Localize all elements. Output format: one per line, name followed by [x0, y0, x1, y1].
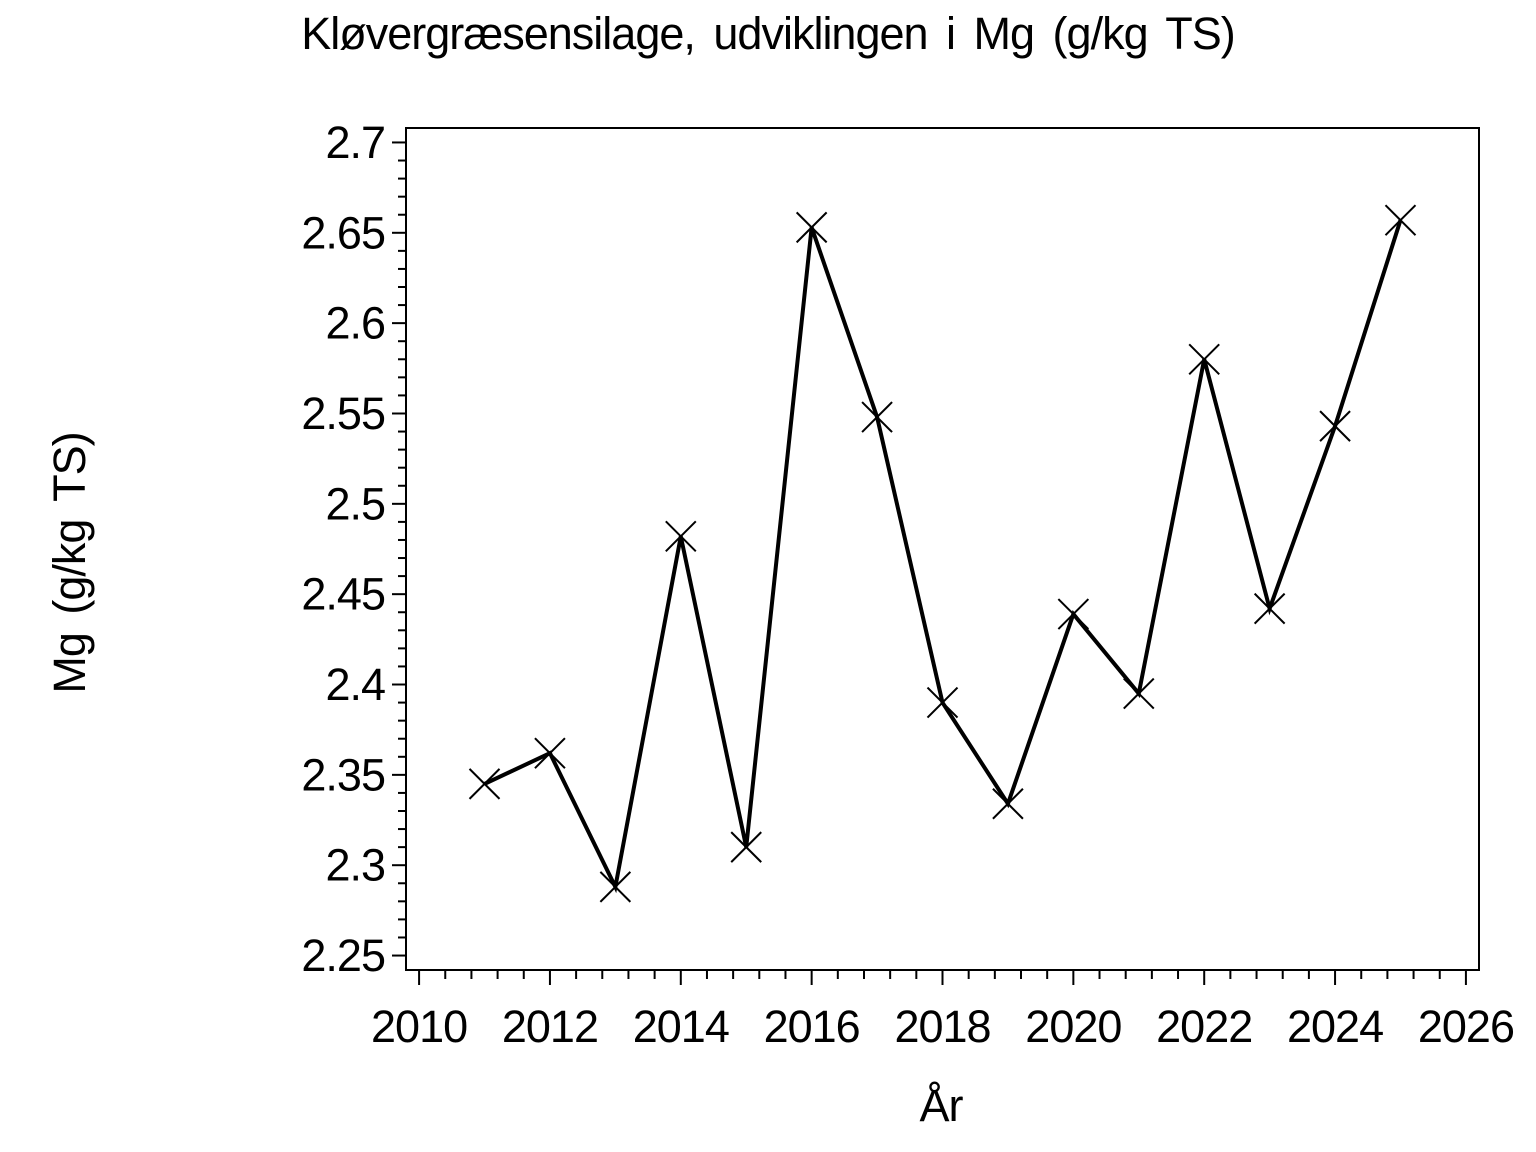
svg-text:2020: 2020	[1025, 1001, 1121, 1052]
svg-text:2.5: 2.5	[325, 478, 385, 529]
svg-text:2.45: 2.45	[301, 569, 385, 620]
x-axis-label: År	[919, 1080, 964, 1131]
svg-text:2022: 2022	[1156, 1001, 1252, 1052]
chart-title: Kløvergræsensilage, udviklingen i Mg (g/…	[301, 8, 1236, 59]
series-line	[483, 219, 1403, 894]
svg-text:2016: 2016	[764, 1001, 860, 1052]
svg-text:2.6: 2.6	[325, 298, 385, 349]
svg-text:2.35: 2.35	[301, 749, 385, 800]
svg-text:2018: 2018	[894, 1001, 990, 1052]
svg-text:2010: 2010	[371, 1001, 467, 1052]
svg-text:2.3: 2.3	[325, 840, 385, 891]
plot-frame	[405, 127, 1480, 971]
x-axis-ticks: 2010 2012 2014 2016 2018 2020 2022 2024 2026	[371, 970, 1515, 1052]
svg-text:2012: 2012	[502, 1001, 598, 1052]
svg-text:2.55: 2.55	[301, 388, 385, 439]
svg-text:2014: 2014	[633, 1001, 729, 1052]
y-axis-ticks: 2.25 2.3 2.35 2.4 2.45 2.5 2.55 2.6 2.65 2.7	[301, 117, 406, 981]
series-markers	[468, 204, 1417, 903]
svg-text:2.65: 2.65	[301, 207, 385, 258]
svg-text:2026: 2026	[1418, 1001, 1514, 1052]
svg-text:2.7: 2.7	[325, 117, 385, 168]
svg-text:2024: 2024	[1287, 1001, 1383, 1052]
svg-text:2.4: 2.4	[325, 659, 385, 710]
svg-text:2.25: 2.25	[301, 930, 385, 981]
